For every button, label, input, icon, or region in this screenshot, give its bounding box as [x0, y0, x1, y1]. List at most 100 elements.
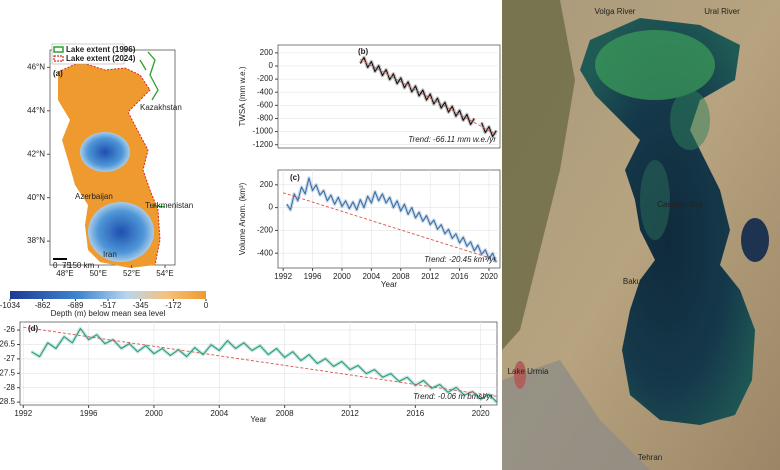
colorbar-tick-label: -1034: [0, 301, 21, 310]
y-tick-label: 200: [260, 48, 274, 57]
y-tick-label: -28.5: [0, 397, 16, 406]
x-tick-label: 2020: [480, 272, 498, 281]
y-tick-label: 38°N: [27, 236, 45, 245]
kara-bogaz: [741, 218, 769, 262]
y-tick-label: -1200: [253, 140, 274, 149]
colorbar-tick-label: 0: [204, 301, 209, 310]
colorbar-tick-label: -517: [100, 301, 117, 310]
series-line: [31, 328, 498, 403]
x-tick-label: 2020: [472, 409, 490, 418]
x-tick-label: 2008: [392, 272, 410, 281]
x-tick-label: 2004: [210, 409, 228, 418]
plot-frame: [277, 44, 501, 149]
x-tick-label: 52°E: [123, 269, 140, 278]
colorbar: [10, 291, 206, 299]
y-tick-label: -800: [257, 114, 274, 123]
lake-urmia: [514, 361, 526, 389]
outline-2024: [57, 61, 161, 266]
x-tick-label: 2016: [451, 272, 469, 281]
mountains: [502, 360, 650, 470]
scale-label: 75: [62, 261, 71, 270]
y-tick-label: -26: [3, 325, 15, 334]
y-tick-label: -28: [3, 383, 15, 392]
trend-label: Trend: -20.45 km³/yr: [424, 255, 496, 264]
x-tick-label: 2000: [333, 272, 351, 281]
place-label: Iran: [103, 250, 117, 259]
trend-line: [360, 59, 497, 136]
y-tick-label: -400: [257, 87, 274, 96]
legend-swatch-1996: [53, 46, 64, 53]
y-axis-title: TWSA (mm w.e.): [238, 66, 247, 126]
x-tick-label: 1992: [14, 409, 32, 418]
panel-label: (a): [53, 69, 63, 78]
satellite-label: Ural River: [704, 7, 740, 16]
x-tick-label: 1992: [274, 272, 292, 281]
legend-label: Lake extent (2024): [66, 54, 136, 63]
outline-1996: [139, 51, 166, 208]
y-tick-label: -200: [257, 74, 274, 83]
map-legend-box: [51, 43, 125, 65]
colorbar-tick-label: -862: [35, 301, 52, 310]
x-tick-label: 1996: [304, 272, 322, 281]
panel-label: (d): [28, 324, 39, 333]
legend-label: Lake extent (1996): [66, 45, 136, 54]
x-tick-label: 2012: [341, 409, 359, 418]
x-tick-label: 54°E: [156, 269, 173, 278]
y-tick-label: 0: [269, 61, 274, 70]
place-label: Kazakhstan: [140, 103, 182, 112]
x-axis-title: Year: [381, 280, 398, 289]
scale-label: 150 km: [68, 261, 95, 270]
y-tick-label: 40°N: [27, 193, 45, 202]
colorbar-title: Depth (m) below mean sea level: [51, 309, 166, 318]
y-tick-label: 200: [260, 180, 274, 189]
trend-label: Trend: -0.06 m bmsl/yr: [413, 392, 493, 401]
trend-line: [282, 192, 497, 261]
x-tick-label: 2004: [362, 272, 380, 281]
plot-frame: [19, 321, 498, 406]
y-tick-label: -1000: [253, 127, 274, 136]
satellite-label: Lake Urmia: [508, 367, 549, 376]
algae-bloom: [640, 160, 670, 240]
series-line: [286, 177, 497, 263]
y-tick-label: -600: [257, 100, 274, 109]
y-tick-label: 46°N: [27, 62, 45, 71]
satellite-label: Tehran: [638, 453, 662, 462]
x-tick-label: 50°E: [90, 269, 107, 278]
panel-label: (b): [358, 47, 369, 56]
y-axis-title: Volume Anom. (km³): [238, 182, 247, 255]
place-label: Azerbaijan: [75, 192, 113, 201]
x-tick-label: 2000: [145, 409, 163, 418]
map-panel: [10, 43, 206, 299]
south-basin: [88, 202, 154, 262]
colorbar-tick-label: -689: [67, 301, 84, 310]
x-tick-label: 2012: [421, 272, 439, 281]
x-axis-title: Year: [250, 415, 267, 424]
x-tick-label: 1996: [80, 409, 98, 418]
algae-bloom: [595, 30, 715, 100]
scale-bar: [53, 258, 67, 260]
satellite-label: Baku: [623, 277, 641, 286]
y-tick-label: -400: [257, 248, 274, 257]
colorbar-tick-label: -172: [165, 301, 182, 310]
y-tick-label: -26.5: [0, 340, 16, 349]
y-tick-label: -27: [3, 354, 15, 363]
legend-swatch-2024: [53, 55, 64, 62]
y-tick-label: 42°N: [27, 149, 45, 158]
colorbar-tick-label: -345: [133, 301, 150, 310]
trend-label: Trend: -66.11 mm w.e./yr: [408, 135, 496, 144]
y-tick-label: -200: [257, 226, 274, 235]
y-tick-label: -27.5: [0, 368, 16, 377]
western-lowlands: [502, 0, 575, 350]
y-tick-label: 0: [269, 203, 274, 212]
x-tick-label: 2016: [406, 409, 424, 418]
satellite-label: Caspian Sea: [657, 200, 703, 209]
y-tick-label: 44°N: [27, 106, 45, 115]
satellite-image: [502, 0, 780, 470]
x-tick-label: 48°E: [56, 269, 73, 278]
algae-bloom: [670, 90, 710, 150]
middle-basin: [80, 132, 130, 172]
x-tick-label: 2008: [276, 409, 294, 418]
satellite-label: Volga River: [595, 7, 636, 16]
place-label: Turkmenistan: [145, 201, 193, 210]
